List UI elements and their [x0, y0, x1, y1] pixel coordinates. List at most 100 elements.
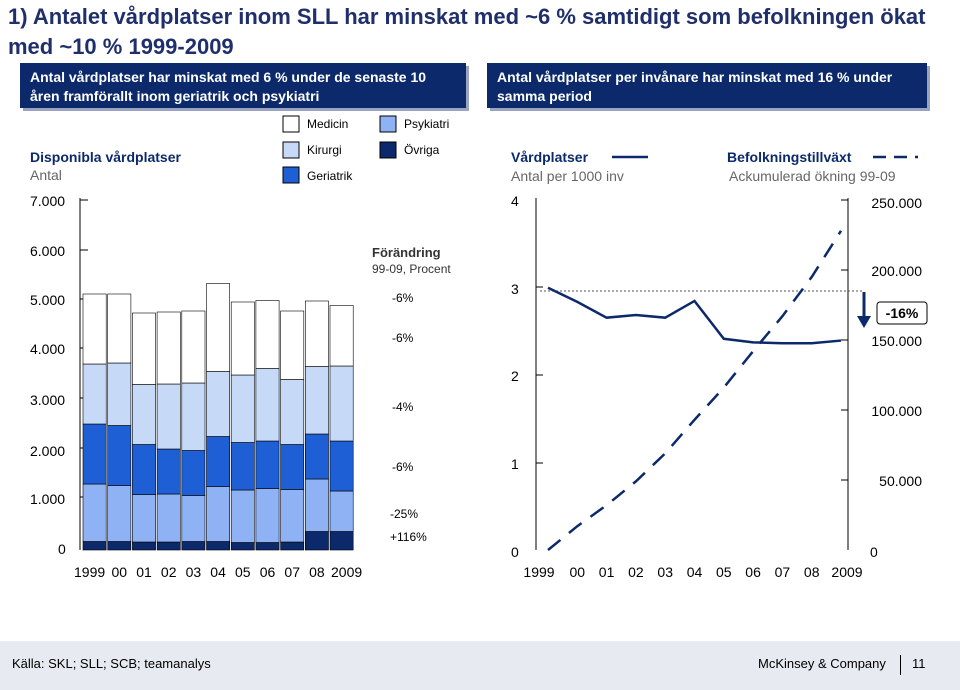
right-x-label: 02 [628, 564, 644, 580]
right-x-label: 04 [687, 564, 703, 580]
bar-segment-medicin-06 [255, 300, 280, 369]
bar-segment-medicin-03 [181, 310, 206, 384]
charts-canvas: Disponibla vårdplatser Antal Medicin Psy… [30, 115, 928, 580]
source-text: Källa: SKL; SLL; SCB; teamanalys [12, 656, 211, 671]
bar-segment-medicin-02 [156, 311, 181, 385]
bar-segment-kirurgi-01 [132, 384, 156, 445]
right-x-label: 08 [804, 564, 820, 580]
right-left-ytick: 0 [511, 544, 519, 560]
legend-label-ovriga: Övriga [404, 143, 440, 157]
bar-segment-kirurgi-07 [280, 379, 305, 445]
left-x-label: 02 [161, 564, 177, 580]
bar-segment-övriga-08 [304, 531, 329, 551]
right-right-ytick: 250.000 [871, 195, 922, 211]
bar-segment-övriga-1999 [82, 541, 107, 551]
change-title: Förändring [372, 245, 441, 260]
legend-label-psykiatri: Psykiatri [404, 117, 449, 131]
bar-segment-kirurgi-00 [107, 362, 132, 426]
bar-segment-övriga-06 [255, 542, 280, 551]
bar-segment-geriatrik-1999 [82, 423, 107, 485]
change-total: +116% [390, 530, 427, 544]
right-left-ytick: 1 [511, 456, 519, 472]
bar-segment-geriatrik-05 [230, 442, 255, 491]
right-right-ytick: 100.000 [871, 403, 922, 419]
change-ovriga: -25% [390, 507, 418, 521]
bar-segment-geriatrik-06 [255, 440, 280, 489]
bar-segment-kirurgi-06 [255, 368, 280, 442]
left-ytick: 2.000 [30, 443, 65, 459]
legend-label-geriatrik: Geriatrik [307, 169, 353, 183]
bar-segment-kirurgi-02 [156, 383, 181, 450]
legend-label-medicin: Medicin [307, 117, 348, 131]
left-x-label: 07 [284, 564, 300, 580]
left-ytick: 6.000 [30, 243, 65, 259]
left-ytick: 3.000 [30, 392, 65, 408]
right-x-label: 00 [570, 564, 586, 580]
page-number: 11 [912, 656, 926, 671]
left-ytick: 5.000 [30, 292, 65, 308]
bar-segment-kirurgi-04 [206, 371, 231, 437]
bar-segment-psykiatri-01 [132, 494, 156, 543]
left-x-label: 01 [136, 564, 152, 580]
left-x-label: 1999 [74, 564, 105, 580]
bar-segment-geriatrik-2009 [329, 440, 354, 492]
footer-bar [0, 641, 960, 690]
right-x-labels: 1999 00 01 02 03 04 05 06 07 08 2009 [523, 564, 862, 580]
bar-segment-kirurgi-1999 [82, 363, 107, 425]
vardplatser-line [547, 286, 842, 345]
series2-title: Befolkningstillväxt [727, 149, 852, 165]
right-right-ytick: 0 [870, 544, 878, 560]
right-x-label: 07 [775, 564, 791, 580]
bar-segment-övriga-05 [230, 542, 255, 551]
change-medicin: -6% [392, 291, 414, 305]
left-x-label: 03 [186, 564, 202, 580]
left-ytick: 1.000 [30, 491, 65, 507]
legend-swatch-psykiatri [379, 115, 397, 133]
bar-segment-medicin-01 [132, 312, 156, 385]
bar-segment-psykiatri-07 [280, 489, 305, 543]
right-lines [547, 230, 843, 551]
left-chart-title: Disponibla vårdplatser [30, 149, 181, 165]
right-left-ytick: 3 [511, 281, 519, 297]
change-kirurgi: -6% [392, 331, 414, 345]
legend-swatch-medicin [282, 115, 300, 133]
left-x-label: 00 [112, 564, 128, 580]
left-x-label: 05 [235, 564, 251, 580]
bar-segment-övriga-04 [206, 541, 231, 551]
series1-subtitle: Antal per 1000 inv [511, 168, 624, 184]
bar-segment-medicin-05 [230, 301, 255, 376]
left-x-label: 06 [260, 564, 276, 580]
bar-segment-kirurgi-03 [181, 382, 206, 451]
befolkning-line [547, 230, 843, 551]
decline-arrow-head [857, 316, 871, 328]
bar-segment-psykiatri-08 [304, 478, 329, 532]
bar-segment-psykiatri-03 [181, 495, 206, 542]
bar-segment-medicin-00 [107, 293, 132, 364]
bar-segment-övriga-00 [107, 541, 132, 551]
legend-swatch-geriatrik [282, 166, 300, 184]
bar-segment-övriga-03 [181, 541, 206, 551]
left-x-label: 08 [309, 564, 325, 580]
change-psykiatri: -4% [392, 400, 414, 414]
bar-segment-psykiatri-02 [156, 493, 181, 543]
legend-swatch-kirurgi [282, 141, 300, 159]
bar-segment-geriatrik-01 [132, 444, 156, 495]
left-x-label: 04 [210, 564, 226, 580]
bar-segment-medicin-1999 [82, 293, 107, 365]
right-x-label: 03 [657, 564, 673, 580]
bar-segment-övriga-2009 [329, 531, 354, 551]
left-ytick: 7.000 [30, 193, 65, 209]
brand-text: McKinsey & Company [758, 656, 886, 671]
bar-segment-medicin-04 [206, 283, 231, 372]
bar-segment-kirurgi-2009 [329, 365, 354, 442]
left-ytick: 4.000 [30, 341, 65, 357]
bar-segment-geriatrik-08 [304, 433, 329, 480]
right-right-ytick: 150.000 [871, 333, 922, 349]
right-right-ytick: 50.000 [879, 473, 922, 489]
bar-segment-geriatrik-00 [107, 425, 132, 486]
legend-label-kirurgi: Kirurgi [307, 143, 342, 157]
change-subtitle: 99-09, Procent [372, 262, 451, 276]
right-x-label: 01 [599, 564, 615, 580]
page-title: 1) Antalet vårdplatser inom SLL har mins… [8, 4, 926, 59]
change-geriatrik: -6% [392, 460, 414, 474]
